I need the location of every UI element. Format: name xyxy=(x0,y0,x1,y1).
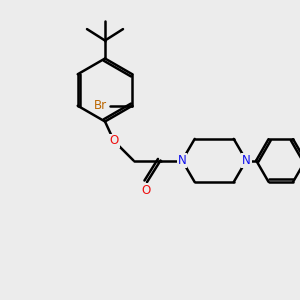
Text: Br: Br xyxy=(94,99,107,112)
Text: N: N xyxy=(178,154,187,167)
Text: N: N xyxy=(242,154,251,167)
Text: O: O xyxy=(110,134,118,148)
Text: O: O xyxy=(141,184,150,197)
